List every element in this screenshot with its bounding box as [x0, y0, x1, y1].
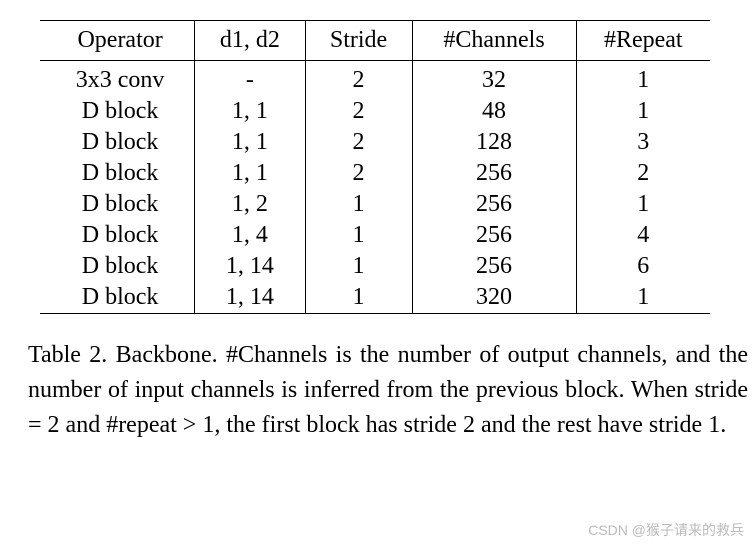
cell-d1d2: 1, 1 [195, 127, 305, 158]
cell-stride: 2 [305, 127, 412, 158]
cell-repeat: 1 [576, 189, 710, 220]
col-header-operator: Operator [40, 21, 195, 61]
cell-d1d2: 1, 1 [195, 96, 305, 127]
cell-channels: 256 [412, 251, 576, 282]
table-row: 3x3 conv - 2 32 1 [40, 61, 710, 97]
cell-stride: 1 [305, 189, 412, 220]
cell-repeat: 1 [576, 96, 710, 127]
table-body: 3x3 conv - 2 32 1 D block 1, 1 2 48 1 D … [40, 61, 710, 314]
table-row: D block 1, 14 1 320 1 [40, 282, 710, 314]
cell-channels: 128 [412, 127, 576, 158]
cell-channels: 256 [412, 220, 576, 251]
cell-d1d2: - [195, 61, 305, 97]
cell-stride: 1 [305, 282, 412, 314]
caption-text: Backbone. #Channels is the number of out… [28, 342, 748, 438]
table-header-row: Operator d1, d2 Stride #Channels #Repeat [40, 21, 710, 61]
watermark-text: CSDN @猴子请来的救兵 [588, 520, 744, 540]
cell-operator: 3x3 conv [40, 61, 195, 97]
cell-stride: 1 [305, 251, 412, 282]
cell-repeat: 1 [576, 61, 710, 97]
cell-channels: 32 [412, 61, 576, 97]
cell-operator: D block [40, 282, 195, 314]
cell-d1d2: 1, 14 [195, 282, 305, 314]
cell-d1d2: 1, 1 [195, 158, 305, 189]
cell-operator: D block [40, 220, 195, 251]
col-header-repeat: #Repeat [576, 21, 710, 61]
col-header-d1d2: d1, d2 [195, 21, 305, 61]
cell-operator: D block [40, 158, 195, 189]
table-row: D block 1, 4 1 256 4 [40, 220, 710, 251]
table-caption: Table 2. Backbone. #Channels is the numb… [28, 338, 748, 442]
cell-repeat: 6 [576, 251, 710, 282]
cell-channels: 256 [412, 189, 576, 220]
col-header-stride: Stride [305, 21, 412, 61]
col-header-channels: #Channels [412, 21, 576, 61]
cell-channels: 256 [412, 158, 576, 189]
cell-repeat: 1 [576, 282, 710, 314]
table-row: D block 1, 14 1 256 6 [40, 251, 710, 282]
cell-channels: 320 [412, 282, 576, 314]
cell-repeat: 4 [576, 220, 710, 251]
cell-stride: 2 [305, 158, 412, 189]
cell-d1d2: 1, 2 [195, 189, 305, 220]
architecture-table: Operator d1, d2 Stride #Channels #Repeat… [40, 20, 710, 314]
cell-d1d2: 1, 4 [195, 220, 305, 251]
cell-operator: D block [40, 189, 195, 220]
table-row: D block 1, 2 1 256 1 [40, 189, 710, 220]
cell-stride: 2 [305, 96, 412, 127]
cell-repeat: 2 [576, 158, 710, 189]
caption-label: Table 2. [28, 342, 107, 368]
cell-operator: D block [40, 96, 195, 127]
table: Operator d1, d2 Stride #Channels #Repeat… [40, 20, 710, 314]
table-row: D block 1, 1 2 256 2 [40, 158, 710, 189]
cell-operator: D block [40, 127, 195, 158]
cell-operator: D block [40, 251, 195, 282]
cell-stride: 1 [305, 220, 412, 251]
cell-channels: 48 [412, 96, 576, 127]
cell-repeat: 3 [576, 127, 710, 158]
cell-stride: 2 [305, 61, 412, 97]
table-row: D block 1, 1 2 128 3 [40, 127, 710, 158]
cell-d1d2: 1, 14 [195, 251, 305, 282]
table-row: D block 1, 1 2 48 1 [40, 96, 710, 127]
